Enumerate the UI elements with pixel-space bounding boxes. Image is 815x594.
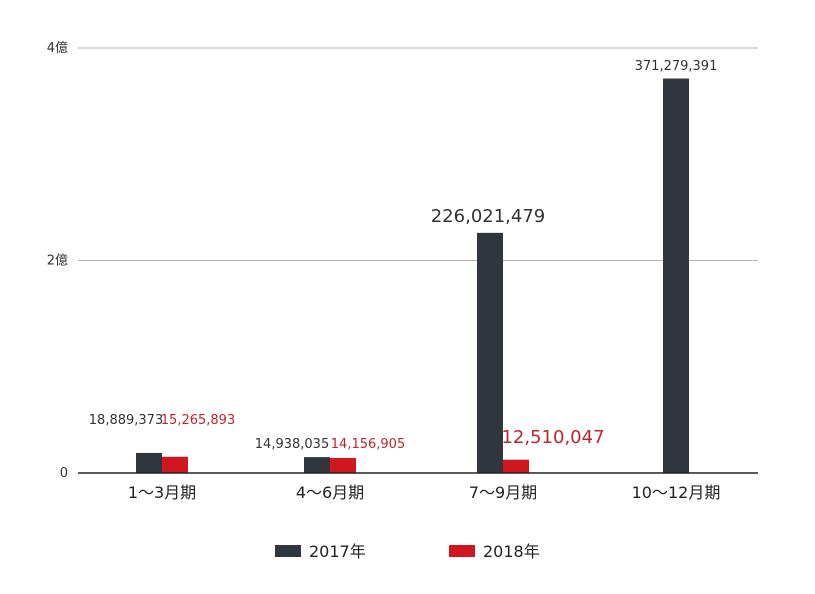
data-label: 15,265,893: [161, 413, 235, 428]
data-label: 371,279,391: [635, 59, 718, 74]
data-label: 226,021,479: [431, 206, 546, 227]
data-label: 18,889,373: [89, 413, 163, 428]
y-tick-label: 4億: [47, 40, 68, 56]
bar-2018: [503, 459, 529, 473]
bar-2017: [477, 232, 503, 473]
bar-2018: [162, 456, 188, 473]
bar-2017: [136, 452, 162, 473]
bar-2018: [330, 457, 356, 473]
data-label: 12,510,047: [501, 427, 604, 448]
legend-swatch-2017: [275, 545, 301, 557]
legend-swatch-2018: [449, 545, 475, 557]
legend-label: 2017年: [309, 542, 366, 561]
bar-2017: [663, 78, 689, 473]
data-label: 14,156,905: [331, 437, 405, 452]
legend-label: 2018年: [483, 542, 540, 561]
x-tick-label: 4～6月期: [296, 483, 364, 502]
y-tick-label: 2億: [47, 253, 68, 269]
x-tick-label: 10～12月期: [632, 483, 721, 502]
y-tick-label: 0: [60, 466, 68, 481]
x-tick-label: 7～9月期: [469, 483, 537, 502]
x-tick-label: 1～3月期: [128, 483, 196, 502]
bar-2017: [304, 457, 330, 473]
data-label: 14,938,035: [255, 437, 329, 452]
